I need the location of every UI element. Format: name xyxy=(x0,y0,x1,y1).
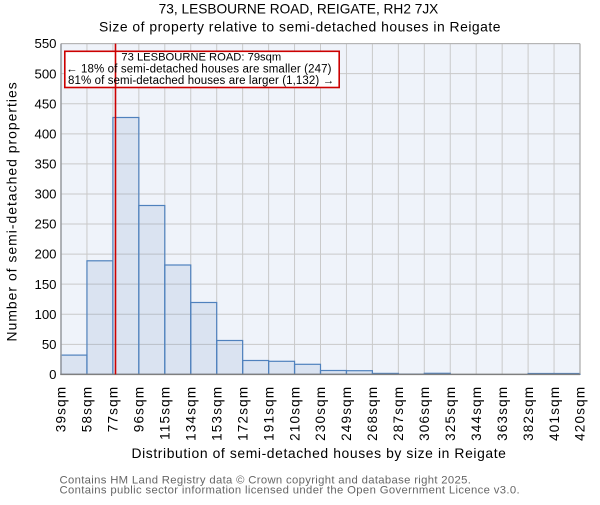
svg-text:81% of semi-detached houses ar: 81% of semi-detached houses are larger (… xyxy=(68,75,334,87)
svg-text:249sqm: 249sqm xyxy=(339,386,354,441)
svg-text:Distribution of semi-detached: Distribution of semi-detached houses by … xyxy=(131,445,506,461)
svg-text:Number of semi-detached proper: Number of semi-detached properties xyxy=(4,81,20,341)
svg-text:58sqm: 58sqm xyxy=(80,386,95,433)
svg-text:150: 150 xyxy=(34,277,56,292)
svg-text:420sqm: 420sqm xyxy=(573,386,588,441)
svg-text:73, LESBOURNE ROAD, REIGATE, R: 73, LESBOURNE ROAD, REIGATE, RH2 7JX xyxy=(159,1,439,16)
svg-text:96sqm: 96sqm xyxy=(132,386,147,433)
svg-text:191sqm: 191sqm xyxy=(261,386,276,441)
svg-text:Size of property relative to s: Size of property relative to semi-detach… xyxy=(99,18,501,34)
svg-text:344sqm: 344sqm xyxy=(469,386,484,441)
svg-text:230sqm: 230sqm xyxy=(313,386,328,441)
svg-text:250: 250 xyxy=(34,217,56,232)
svg-text:300: 300 xyxy=(34,187,56,202)
svg-text:210sqm: 210sqm xyxy=(287,386,302,441)
svg-text:0: 0 xyxy=(49,367,56,382)
svg-text:400: 400 xyxy=(34,126,56,141)
svg-text:325sqm: 325sqm xyxy=(443,386,458,441)
svg-text:50: 50 xyxy=(42,337,57,352)
svg-text:134sqm: 134sqm xyxy=(183,386,198,441)
svg-text:382sqm: 382sqm xyxy=(521,386,536,441)
svg-text:550: 550 xyxy=(34,36,56,51)
svg-text:200: 200 xyxy=(34,247,56,262)
svg-text:287sqm: 287sqm xyxy=(391,386,406,441)
svg-text:100: 100 xyxy=(34,307,56,322)
svg-text:268sqm: 268sqm xyxy=(365,386,380,441)
svg-text:77sqm: 77sqm xyxy=(106,386,121,433)
svg-text:306sqm: 306sqm xyxy=(417,386,432,441)
svg-text:500: 500 xyxy=(34,66,56,81)
svg-text:153sqm: 153sqm xyxy=(209,386,224,441)
svg-text:350: 350 xyxy=(34,157,56,172)
svg-text:401sqm: 401sqm xyxy=(547,386,562,441)
svg-text:172sqm: 172sqm xyxy=(235,386,250,441)
svg-text:39sqm: 39sqm xyxy=(54,386,69,433)
svg-text:73 LESBOURNE ROAD: 79sqm: 73 LESBOURNE ROAD: 79sqm xyxy=(121,52,281,64)
svg-text:115sqm: 115sqm xyxy=(158,386,173,440)
svg-text:← 18% of semi-detached houses: ← 18% of semi-detached houses are smalle… xyxy=(66,63,332,75)
svg-text:Contains public sector informa: Contains public sector information licen… xyxy=(60,485,520,497)
svg-text:363sqm: 363sqm xyxy=(495,386,510,441)
svg-text:450: 450 xyxy=(34,96,56,111)
